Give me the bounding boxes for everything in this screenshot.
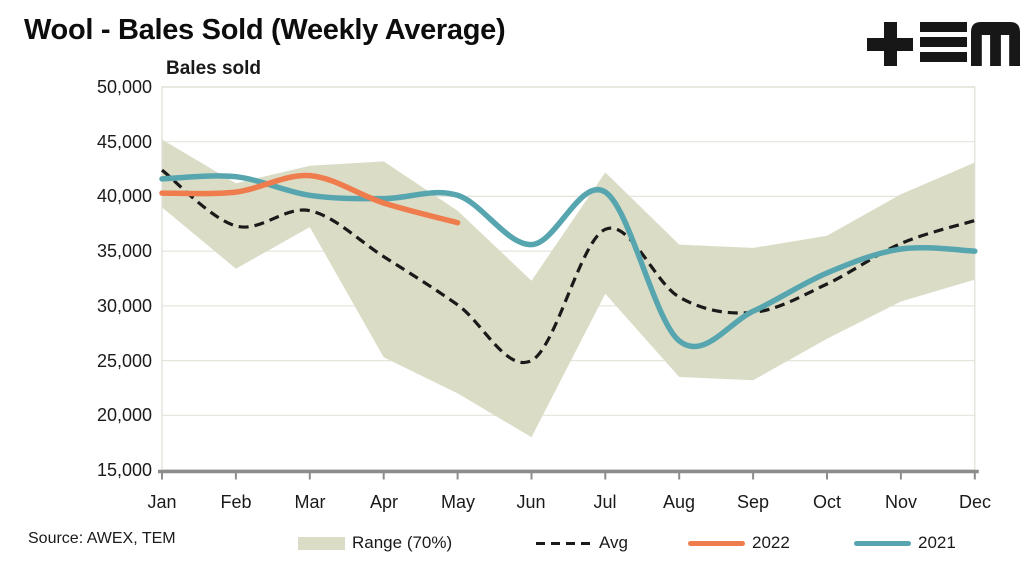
- logo-bar-icon: [920, 22, 967, 32]
- y-tick-label: 30,000: [96, 296, 152, 316]
- x-tick-label: Nov: [884, 492, 917, 512]
- x-tick-label: Feb: [220, 492, 252, 512]
- line-2022-swatch: [688, 540, 745, 546]
- legend-label-2021: 2021: [918, 533, 956, 552]
- x-tick-label: Oct: [812, 492, 841, 512]
- logo-plus-icon-vertical: [884, 22, 897, 66]
- y-tick-label: 20,000: [96, 405, 152, 425]
- source-note: Source: AWEX, TEM: [28, 530, 176, 547]
- range-band-swatch: [298, 536, 345, 550]
- y-tick-label: 50,000: [96, 77, 152, 97]
- legend-label-range: Range (70%): [352, 533, 453, 552]
- legend-item-avg: Avg: [536, 533, 628, 553]
- x-tick-label: Dec: [958, 492, 991, 512]
- x-tick-label: Jul: [593, 492, 617, 512]
- y-tick-label: 25,000: [96, 351, 152, 371]
- x-tick-label: Jun: [516, 492, 546, 512]
- logo-bar-icon: [920, 37, 967, 47]
- x-tick-label: Jan: [147, 492, 177, 512]
- x-tick-label: Aug: [662, 492, 696, 512]
- y-tick-label: 35,000: [96, 241, 152, 261]
- legend-item-2021: 2021: [854, 533, 956, 553]
- legend-label-avg: Avg: [599, 533, 628, 552]
- avg-dashed-swatch: [536, 541, 592, 545]
- legend-label-2022: 2022: [752, 533, 790, 552]
- logo-bar-icon: [920, 52, 967, 62]
- legend-item-2022: 2022: [688, 533, 790, 553]
- line-2021-swatch: [854, 540, 911, 546]
- x-tick-label: May: [440, 492, 475, 512]
- x-tick-label: Mar: [294, 492, 326, 512]
- y-tick-label: 40,000: [96, 186, 152, 206]
- y-tick-label: 45,000: [96, 132, 152, 152]
- y-axis-title: Bales sold: [166, 58, 262, 79]
- x-tick-label: Apr: [369, 492, 398, 512]
- x-tick-label: Sep: [736, 492, 770, 512]
- line-2022: [159, 172, 461, 226]
- y-tick-label: 15,000: [96, 460, 152, 480]
- logo-m-icon: [971, 22, 1020, 66]
- chart-title: Wool - Bales Sold (Weekly Average): [24, 14, 506, 46]
- avg-line: [161, 168, 976, 365]
- range-band: [162, 139, 975, 438]
- line-2021: [159, 173, 978, 350]
- legend-item-range: Range (70%): [298, 533, 452, 553]
